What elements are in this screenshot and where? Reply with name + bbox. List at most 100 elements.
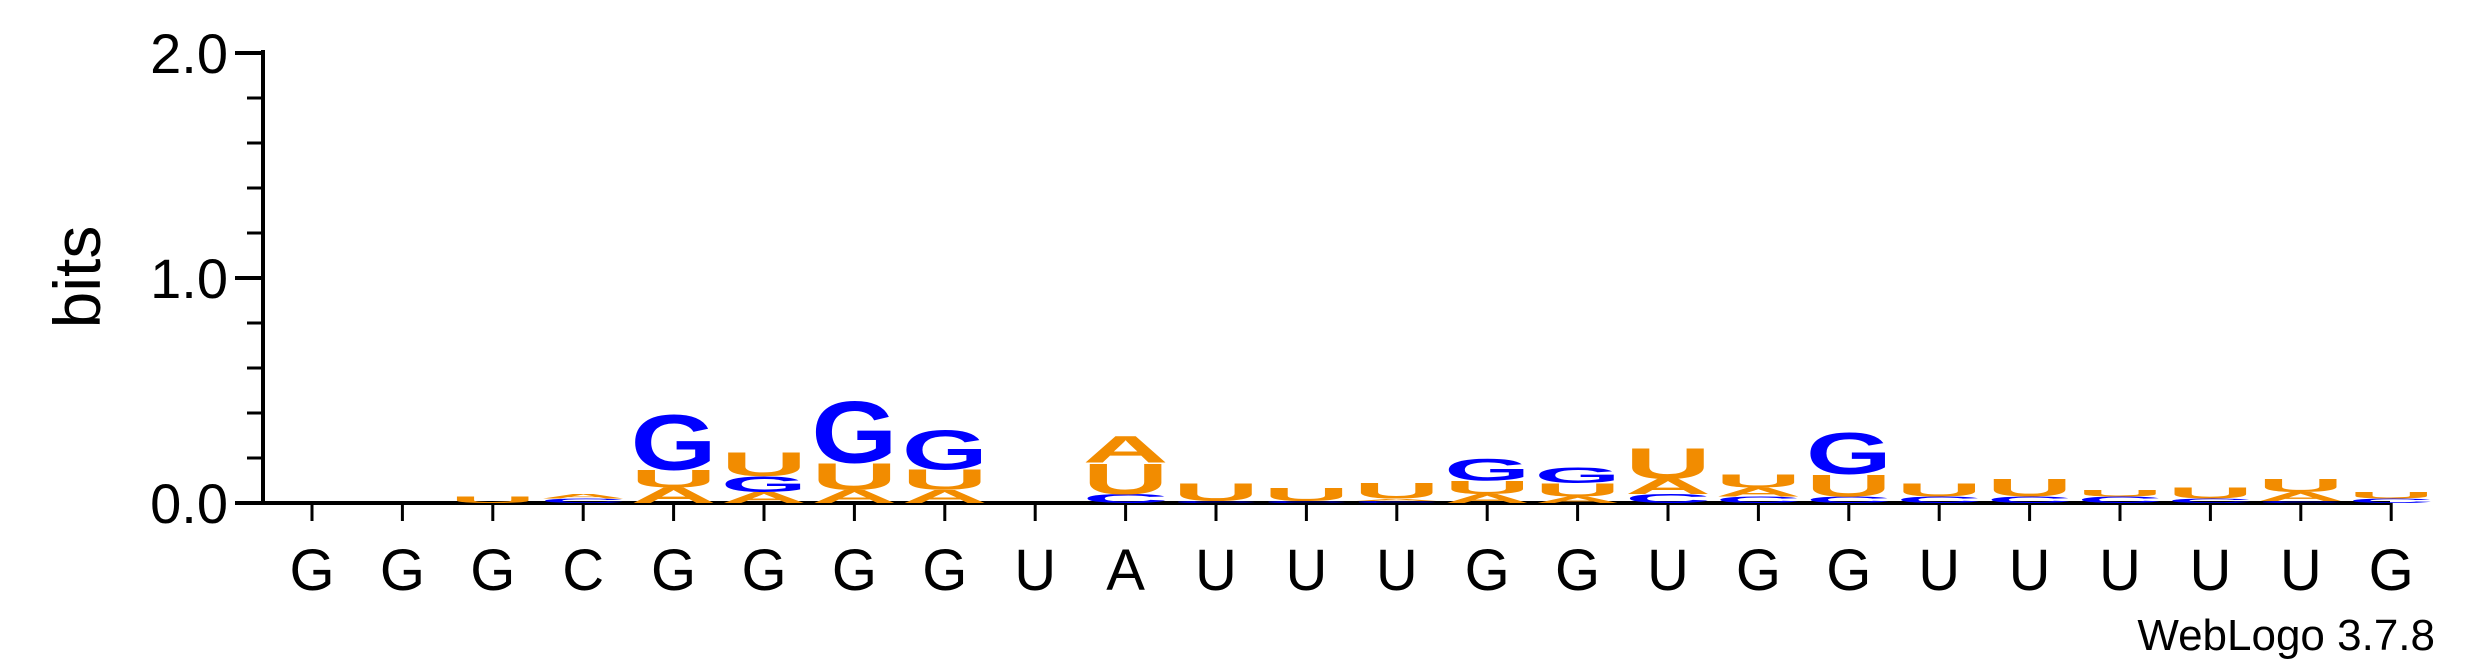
logo-letter-c: C (1625, 492, 1711, 506)
logo-letter-u: U (2077, 488, 2163, 498)
logo-letter-c: C (1083, 492, 1169, 506)
logo-letter-g: G (1444, 452, 1530, 487)
y-axis-label: bits (40, 226, 114, 329)
y-ticks: 0.0 1.0 2.0 (150, 22, 263, 535)
position-label: U (1014, 538, 1056, 603)
logo-letter-c: C (2167, 497, 2253, 504)
logo-letter-a: A (540, 493, 626, 500)
position-label: G (1736, 538, 1781, 603)
logo-letter-g: G (721, 472, 807, 497)
position-label: G (470, 538, 515, 603)
logo-letter-c: C (2258, 500, 2344, 504)
logo-letter-g: G (902, 418, 988, 481)
logo-stack: CAU (1715, 470, 1801, 505)
position-label: G (2369, 538, 2414, 603)
logo-letter-u: U (2167, 484, 2253, 502)
logo-letter-a: A (2258, 489, 2344, 503)
position-label: U (1376, 538, 1418, 603)
logo-stack: CU (2167, 484, 2253, 504)
logo-letter-u: U (1806, 468, 1892, 503)
position-label: G (1826, 538, 1871, 603)
logo-letter-u: U (1354, 479, 1440, 504)
logo-letter-c: C (1806, 495, 1892, 505)
logo-letter-u: U (631, 465, 717, 493)
logo-stack: CUA (1083, 428, 1169, 505)
logo-stack: CU (1987, 474, 2073, 505)
logo-stack: CAU (2258, 475, 2344, 504)
logo-letter-a: A (1083, 428, 1169, 470)
position-label: G (651, 538, 696, 603)
logo-letter-a: A (1444, 492, 1530, 506)
logo-letter-u: U (2348, 490, 2434, 500)
logo-letter-u: U (1715, 470, 1801, 491)
logo-stack: CU (1896, 479, 1982, 505)
logo-stack: AGU (721, 445, 807, 507)
logo-letter-a: A (1625, 474, 1711, 499)
logo-stack: CU (2077, 488, 2163, 505)
logo-letter-c: C (2348, 497, 2434, 504)
logo-letter-u: U (1083, 455, 1169, 504)
logo-letter-c: C (540, 497, 626, 504)
position-label: U (2099, 538, 2141, 603)
logo-letter-c: C (1987, 495, 2073, 505)
logo-letter-u: U (1173, 478, 1259, 506)
position-label: U (2189, 538, 2231, 603)
logo-letter-u: U (721, 445, 807, 484)
logo-letter-u: U (902, 464, 988, 495)
position-label: U (1918, 538, 1960, 603)
logo-letter-u: U (1987, 474, 2073, 502)
logo-stack: CAU (1354, 479, 1440, 504)
position-label: G (741, 538, 786, 603)
logo-letter-a: A (721, 489, 807, 507)
logo-letter-c: C (1263, 500, 1349, 504)
position-label: G (832, 538, 877, 603)
position-label: U (1647, 538, 1689, 603)
y-tick-label: 1.0 (150, 247, 228, 310)
logo-letter-u: U (1625, 439, 1711, 488)
weblogo-credit: WebLogo 3.7.8 (2137, 611, 2435, 660)
logo-letter-g: G (811, 384, 897, 482)
position-label: U (2280, 538, 2322, 603)
logo-letter-a: A (631, 483, 717, 508)
position-label: G (289, 538, 334, 603)
logo-stack: AUG (811, 384, 897, 507)
logo-stack: AUG (1535, 463, 1621, 505)
logo-letter-c: C (1715, 495, 1801, 505)
y-tick-label: 2.0 (150, 22, 228, 85)
logo-letter-u: U (450, 495, 536, 505)
position-label: U (2009, 538, 2051, 603)
logo-letter-u: U (1263, 484, 1349, 505)
logo-stack: U (450, 495, 536, 505)
logo-stack: CUG (1806, 420, 1892, 505)
position-label: G (922, 538, 967, 603)
logo-stack: CA (540, 493, 626, 505)
position-label: G (1465, 538, 1510, 603)
y-axis: 0.0 1.0 2.0 bits (40, 22, 265, 535)
logo-stack: AUG (902, 418, 988, 507)
logo-stack: CU (1173, 478, 1259, 506)
position-label: C (562, 538, 604, 603)
logo-letter-a: A (902, 486, 988, 507)
logo-stack: CU (1263, 484, 1349, 505)
logo-letter-c: C (2077, 495, 2163, 505)
logo-letter-u: U (2258, 475, 2344, 496)
logo-letter-u: U (1535, 479, 1621, 500)
position-label: U (1195, 538, 1237, 603)
logo-stack: AUG (1444, 452, 1530, 505)
logo-letter-u: U (1896, 479, 1982, 500)
position-label: G (380, 538, 425, 603)
logo-letter-a: A (1535, 495, 1621, 505)
y-tick-label: 0.0 (150, 472, 228, 535)
position-label: U (1285, 538, 1327, 603)
logo-stack: CAU (1625, 439, 1711, 506)
logo-letter-c: C (1354, 500, 1440, 504)
position-label: A (1106, 538, 1145, 603)
position-label: G (1555, 538, 1600, 603)
logo-letter-a: A (1354, 498, 1440, 502)
logo-letter-c: C (1173, 500, 1259, 504)
logo-stack: CU (2348, 490, 2434, 504)
